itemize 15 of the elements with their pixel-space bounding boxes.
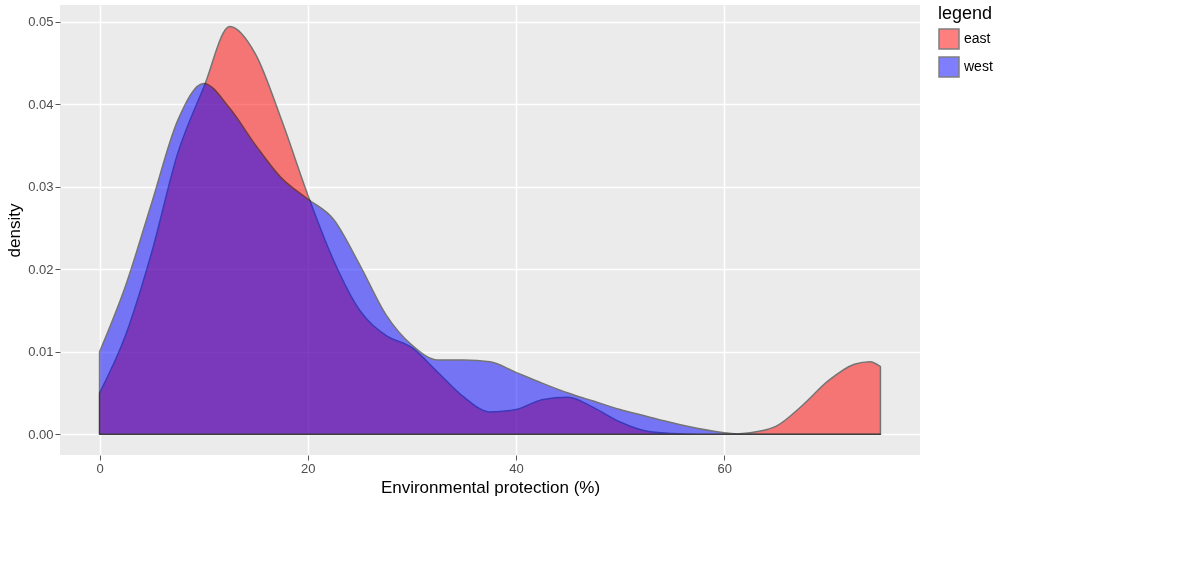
y-tick-label: 0.00 [28,426,54,442]
x-axis-title: Environmental protection (%) [380,477,601,497]
y-tick-label: 0.04 [28,96,54,112]
y-tick-label: 0.02 [28,261,54,277]
x-tick-label: 0 [96,460,104,476]
y-axis-title: density [5,203,25,258]
y-tick-label: 0.03 [28,179,54,195]
y-tick-label: 0.01 [28,344,54,360]
x-tick-label: 20 [301,460,316,476]
x-tick-label: 60 [717,460,732,476]
y-tick-label: 0.05 [28,14,54,30]
legend-title: legend [938,3,993,23]
legend-label: west [963,58,993,74]
legend-label: east [964,30,991,46]
x-tick-label: 40 [509,460,524,476]
